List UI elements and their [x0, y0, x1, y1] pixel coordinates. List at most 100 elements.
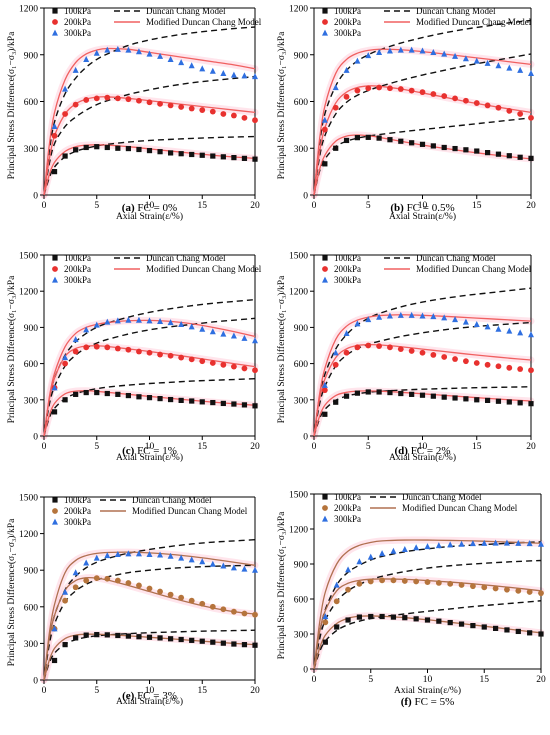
- panel-caption: (c) FC = 1%: [122, 445, 177, 457]
- data-point: [167, 102, 174, 109]
- data-point: [230, 564, 237, 571]
- data-point: [321, 387, 328, 394]
- data-point: [168, 150, 174, 156]
- x-tick-label: 0: [312, 675, 317, 685]
- data-point: [397, 311, 404, 318]
- legend-label: 300kPa: [334, 514, 361, 524]
- data-point: [481, 539, 488, 546]
- data-point: [146, 317, 153, 324]
- y-tick-label: 300: [294, 396, 309, 406]
- data-point: [168, 636, 174, 642]
- data-point: [104, 390, 110, 397]
- data-point: [220, 640, 226, 646]
- data-point: [83, 389, 89, 396]
- data-point: [231, 641, 237, 647]
- data-point: [199, 152, 205, 158]
- data-point: [220, 154, 226, 160]
- legend-marker: [322, 505, 328, 511]
- panel-d: 0 5 10 15 20 0 300 600 900 1200 1500 Axial Strain(ε…: [276, 252, 536, 464]
- data-point: [470, 583, 476, 590]
- y-tick-label: 300: [24, 640, 39, 650]
- data-point: [178, 151, 184, 157]
- data-point: [125, 145, 131, 152]
- data-point: [526, 540, 533, 547]
- y-tick-label: 600: [24, 98, 39, 108]
- data-point: [419, 392, 426, 398]
- data-point: [252, 156, 258, 162]
- data-point: [94, 632, 100, 638]
- data-point: [458, 621, 465, 627]
- data-point: [354, 344, 361, 351]
- legend-marker: [322, 8, 328, 14]
- data-point: [125, 550, 132, 557]
- y-tick-label: 600: [294, 360, 309, 370]
- data-point: [495, 104, 502, 111]
- fit-band: [40, 574, 259, 684]
- x-tick-label: 15: [198, 201, 208, 211]
- data-point: [332, 349, 339, 356]
- legend-label: 100kPa: [334, 492, 361, 502]
- y-axis-label: Principal Stress Difference(σ₁−σ₃)/kPa: [276, 275, 287, 423]
- caption-letter: (b): [390, 202, 404, 214]
- data-point: [528, 114, 534, 121]
- data-point: [51, 384, 58, 391]
- data-point: [452, 356, 458, 362]
- x-axis-label: Axial Strain(ε/%): [389, 452, 456, 463]
- data-point: [241, 610, 248, 617]
- data-point: [220, 330, 227, 337]
- data-point: [114, 95, 121, 102]
- y-tick-label: 1500: [19, 494, 38, 504]
- data-point: [199, 325, 206, 332]
- data-point: [252, 73, 258, 80]
- data-point: [409, 140, 415, 146]
- data-point: [136, 582, 142, 589]
- data-point: [115, 632, 121, 639]
- data-point: [517, 154, 523, 160]
- x-tick-label: 0: [312, 442, 317, 452]
- data-point: [136, 394, 142, 400]
- y-tick-label: 0: [303, 433, 308, 443]
- panel-caption: (e) FC = 3%: [122, 690, 177, 702]
- data-point: [104, 344, 111, 351]
- caption-text: FC = 3%: [134, 690, 177, 702]
- data-point: [430, 352, 437, 358]
- x-tick-label: 20: [250, 442, 260, 452]
- data-point: [492, 539, 499, 546]
- data-point: [321, 116, 328, 123]
- legend-marker: [322, 494, 328, 500]
- data-point: [231, 363, 237, 370]
- data-point: [104, 144, 110, 151]
- duncan-curve: [43, 135, 256, 196]
- data-point: [188, 62, 195, 69]
- data-point: [114, 550, 121, 557]
- x-tick-label: 5: [94, 442, 99, 452]
- data-point: [188, 597, 195, 604]
- data-point: [252, 117, 258, 124]
- caption-text: FC = 1%: [134, 445, 177, 457]
- data-point: [473, 320, 480, 327]
- legend-marker: [322, 276, 328, 283]
- legend-label: 300kPa: [64, 28, 91, 38]
- data-point: [452, 316, 459, 323]
- data-point: [376, 135, 382, 141]
- data-point: [178, 554, 185, 561]
- legend-label: Duncan Chang Model: [132, 495, 212, 505]
- data-point: [402, 615, 408, 621]
- y-tick-label: 0: [303, 192, 308, 202]
- legend-label: 300kPa: [334, 275, 361, 285]
- data-point: [220, 606, 227, 613]
- y-tick-label: 900: [294, 51, 309, 61]
- data-point: [398, 390, 404, 397]
- data-point: [62, 111, 68, 117]
- legend-label: Duncan Chang Model: [146, 253, 226, 263]
- duncan-curve: [43, 75, 256, 196]
- y-tick-label: 900: [24, 51, 39, 61]
- data-point: [72, 569, 79, 576]
- x-tick-label: 10: [145, 201, 155, 211]
- data-point: [367, 578, 374, 585]
- data-point: [376, 84, 382, 91]
- data-point: [343, 330, 350, 337]
- data-point: [104, 575, 111, 582]
- data-point: [178, 104, 185, 110]
- data-point: [83, 559, 90, 566]
